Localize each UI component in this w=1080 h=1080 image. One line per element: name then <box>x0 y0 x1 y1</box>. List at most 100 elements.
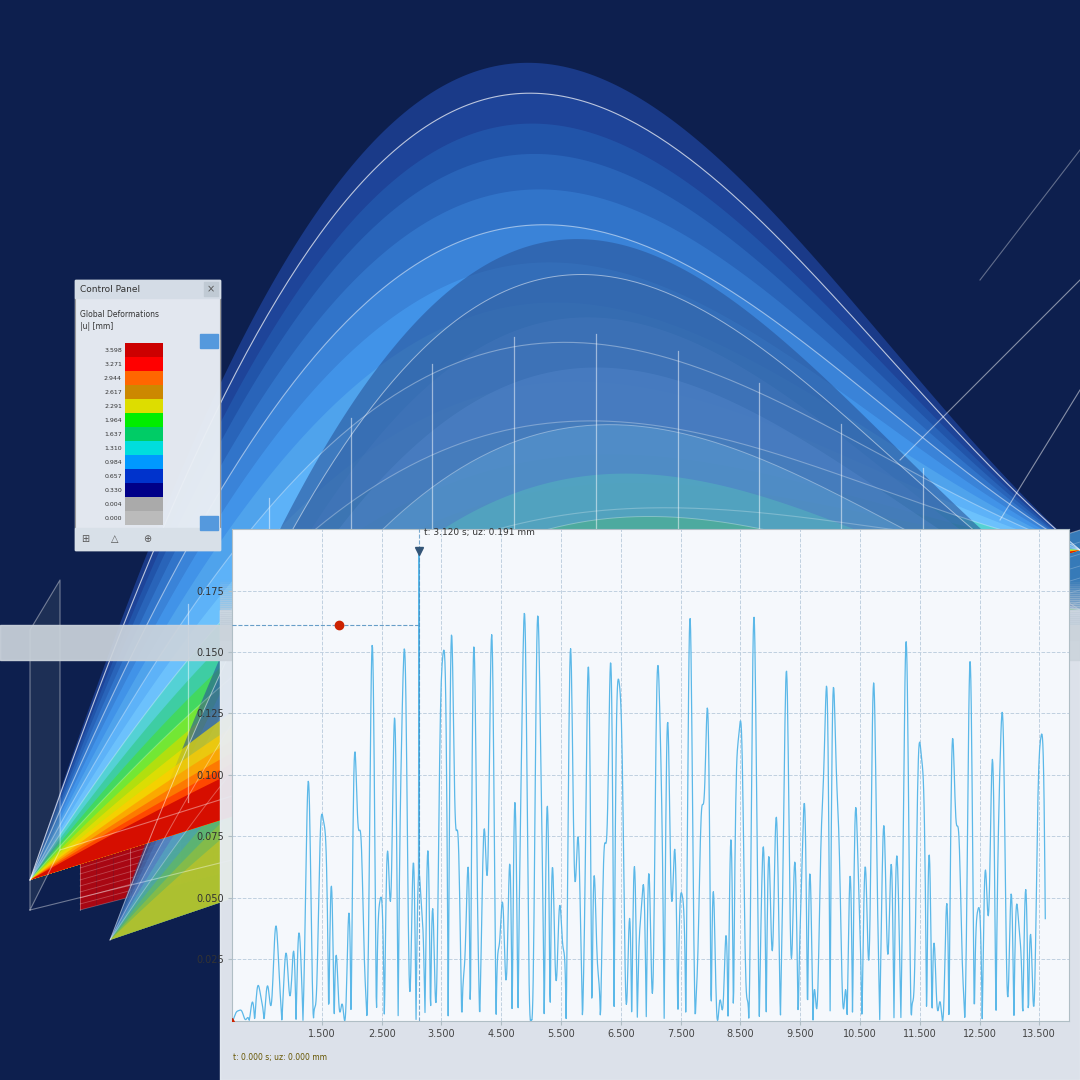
Text: Global Deformations: Global Deformations <box>80 310 159 319</box>
Bar <box>204 282 218 296</box>
Polygon shape <box>746 632 764 737</box>
Bar <box>125 384 163 399</box>
Bar <box>220 634 1080 636</box>
Text: 0.000: 0.000 <box>105 515 122 521</box>
Polygon shape <box>880 589 896 702</box>
Polygon shape <box>97 839 113 906</box>
Polygon shape <box>163 818 180 889</box>
Polygon shape <box>914 578 930 693</box>
Text: △: △ <box>111 534 119 544</box>
Bar <box>220 592 1080 594</box>
Polygon shape <box>580 685 596 780</box>
Polygon shape <box>797 616 813 724</box>
Text: 2.617: 2.617 <box>105 390 122 394</box>
Polygon shape <box>110 239 1080 940</box>
Polygon shape <box>30 550 1080 880</box>
Polygon shape <box>110 609 1080 940</box>
Text: ◄  ►: ◄ ► <box>606 636 634 649</box>
Bar <box>75 280 220 298</box>
Polygon shape <box>1047 536 1064 659</box>
Text: ⊞: ⊞ <box>81 534 89 544</box>
Polygon shape <box>363 754 380 836</box>
Bar <box>125 441 163 455</box>
Polygon shape <box>30 550 1080 880</box>
Polygon shape <box>980 556 997 676</box>
Polygon shape <box>997 551 1013 672</box>
Polygon shape <box>30 382 1080 880</box>
Polygon shape <box>30 421 1080 880</box>
Bar <box>220 580 1080 582</box>
Bar <box>220 582 1080 584</box>
Bar <box>220 616 1080 618</box>
Bar <box>220 586 1080 588</box>
Bar <box>220 622 1080 624</box>
Text: Objekt Nr.: Objekt Nr. <box>730 636 793 649</box>
Polygon shape <box>30 93 1080 880</box>
Polygon shape <box>30 545 1080 880</box>
Bar <box>220 606 1080 608</box>
Polygon shape <box>697 647 713 750</box>
Polygon shape <box>530 701 546 793</box>
Polygon shape <box>30 63 1080 880</box>
Polygon shape <box>663 658 680 758</box>
Bar <box>220 600 1080 602</box>
Text: |u| [mm]: |u| [mm] <box>80 322 113 330</box>
Polygon shape <box>297 775 313 853</box>
Polygon shape <box>30 225 1080 880</box>
Bar <box>220 624 1080 626</box>
Bar <box>125 511 163 525</box>
Bar <box>125 357 163 372</box>
Polygon shape <box>30 580 60 910</box>
Text: ×: × <box>207 284 215 294</box>
Bar <box>75 528 220 550</box>
Text: 3.598: 3.598 <box>105 348 122 352</box>
Polygon shape <box>30 550 1080 880</box>
Bar <box>75 280 220 550</box>
Bar <box>220 584 1080 586</box>
Polygon shape <box>380 748 396 832</box>
Polygon shape <box>780 621 797 728</box>
Polygon shape <box>30 483 1080 880</box>
Polygon shape <box>596 679 613 775</box>
Text: 0.004: 0.004 <box>105 501 122 507</box>
Polygon shape <box>110 367 1080 940</box>
Bar <box>200 334 218 348</box>
Text: 0.330: 0.330 <box>105 487 122 492</box>
Text: 1.310: 1.310 <box>105 445 122 450</box>
Polygon shape <box>847 599 863 711</box>
Text: 3.271: 3.271 <box>104 362 122 366</box>
Polygon shape <box>430 732 447 819</box>
Polygon shape <box>863 594 880 706</box>
Bar <box>220 615 1080 616</box>
Bar <box>220 594 1080 596</box>
Polygon shape <box>110 274 1080 940</box>
Polygon shape <box>930 572 947 689</box>
Bar <box>125 483 163 497</box>
Bar <box>125 469 163 483</box>
Polygon shape <box>713 642 730 745</box>
Polygon shape <box>30 262 1080 880</box>
Polygon shape <box>347 759 363 840</box>
Bar <box>220 620 1080 622</box>
Text: 0.657: 0.657 <box>105 473 122 478</box>
Polygon shape <box>147 823 163 893</box>
Polygon shape <box>1030 541 1047 663</box>
Bar <box>220 596 1080 598</box>
Polygon shape <box>197 808 214 880</box>
Polygon shape <box>613 674 630 771</box>
Polygon shape <box>447 727 463 814</box>
Bar <box>220 610 1080 612</box>
Polygon shape <box>414 738 430 823</box>
Polygon shape <box>730 637 746 741</box>
Polygon shape <box>313 770 330 849</box>
Polygon shape <box>80 845 97 910</box>
Text: ⊕: ⊕ <box>143 534 151 544</box>
Polygon shape <box>246 792 264 866</box>
Polygon shape <box>497 712 513 801</box>
Polygon shape <box>30 455 1080 880</box>
Polygon shape <box>30 123 1080 880</box>
Polygon shape <box>214 802 230 875</box>
Polygon shape <box>680 652 697 754</box>
Polygon shape <box>513 706 530 797</box>
Bar <box>220 632 1080 634</box>
